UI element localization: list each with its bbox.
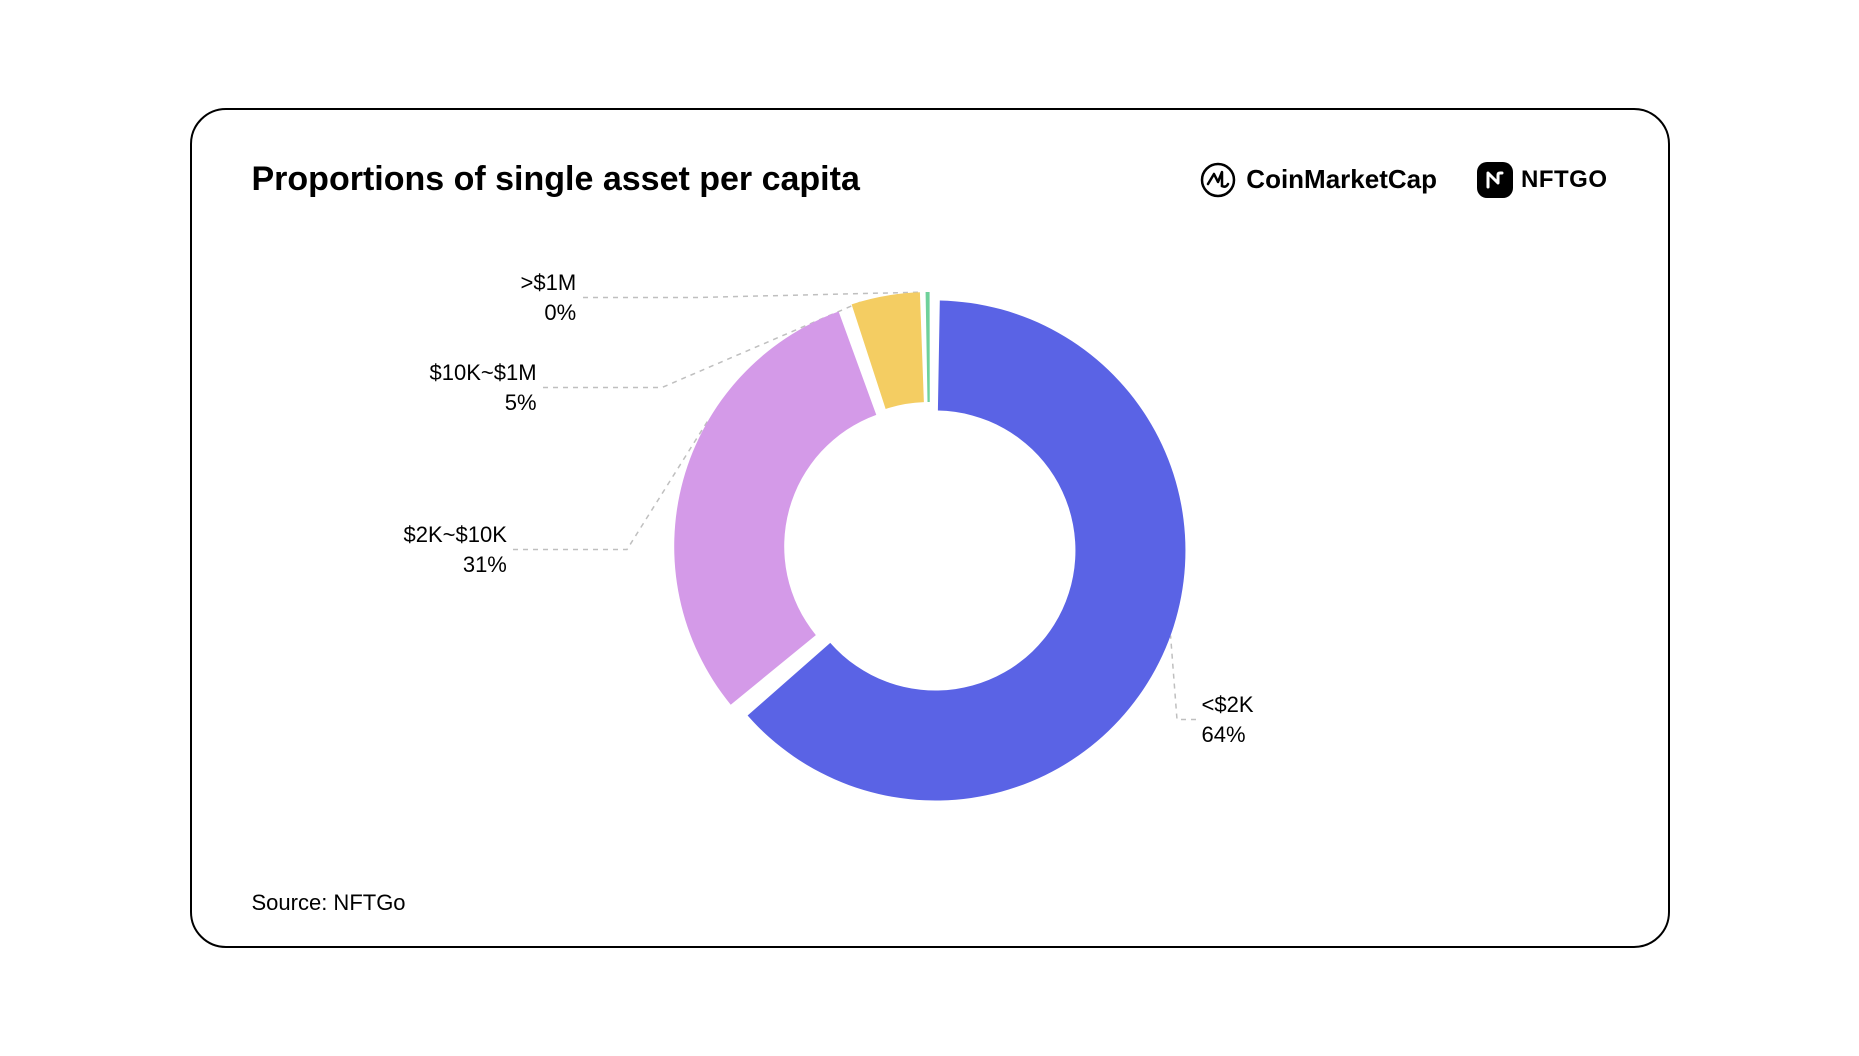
slice-callout: $10K~$1M5%: [430, 358, 537, 417]
chart-card: Proportions of single asset per capita C…: [190, 108, 1670, 948]
slice-label: <$2K: [1202, 690, 1254, 720]
coinmarketcap-icon: [1200, 162, 1236, 198]
slice-label: $10K~$1M: [430, 358, 537, 388]
slice-callout: >$1M0%: [521, 268, 577, 327]
coinmarketcap-label: CoinMarketCap: [1246, 164, 1437, 195]
source-label: Source: NFTGo: [252, 890, 406, 916]
slice-label: >$1M: [521, 268, 577, 298]
coinmarketcap-logo: CoinMarketCap: [1200, 162, 1437, 198]
donut-chart: <$2K64% $2K~$10K31% $10K~$1M5% >$1M0%: [192, 230, 1668, 866]
nftgo-label: NFTGO: [1521, 166, 1608, 194]
nftgo-icon: [1477, 162, 1513, 198]
slice-percent: 5%: [430, 388, 537, 418]
logo-group: CoinMarketCap NFTGO: [1200, 162, 1607, 198]
nftgo-logo: NFTGO: [1477, 162, 1608, 198]
slice-callout: <$2K64%: [1202, 690, 1254, 749]
card-header: Proportions of single asset per capita C…: [252, 160, 1608, 199]
slice-percent: 64%: [1202, 720, 1254, 750]
slice-percent: 0%: [521, 298, 577, 328]
donut-slice: [674, 312, 876, 705]
chart-title: Proportions of single asset per capita: [252, 160, 860, 199]
donut-slice: [925, 292, 929, 402]
slice-percent: 31%: [404, 550, 507, 580]
slice-callout: $2K~$10K31%: [404, 520, 507, 579]
slice-label: $2K~$10K: [404, 520, 507, 550]
